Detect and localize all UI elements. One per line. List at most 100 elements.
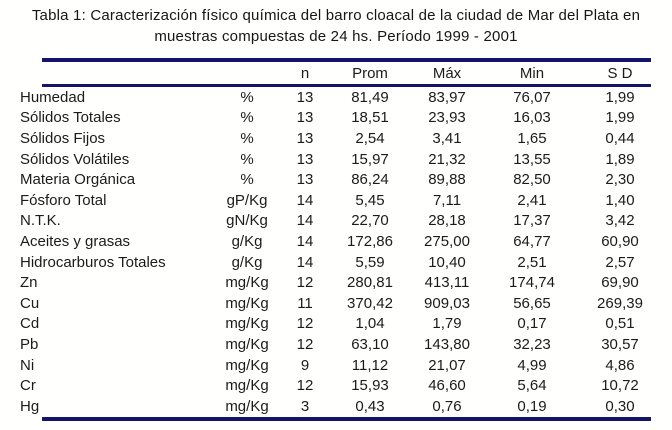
table-bottom-rule [42, 416, 651, 421]
row-unit: mg/Kg [225, 356, 269, 374]
data-table: n Prom Máx Min S D Humedad% 13 81,49 83,97 7… [19, 58, 651, 421]
row-n: 14 [296, 212, 314, 230]
table-body: Humedad% 13 81,49 83,97 76,07 1,99 Sólidos Tot… [19, 87, 651, 417]
row-parameter: Sólidos Volátiles [20, 150, 130, 168]
row-unit: gP/Kg [226, 191, 268, 209]
row-sd: 4,86 [605, 356, 635, 374]
row-unit: mg/Kg [225, 294, 269, 312]
row-min: 2,51 [517, 253, 547, 271]
row-parameter: Humedad [20, 88, 86, 106]
row-parameter: Cd [20, 315, 40, 333]
row-prom: 63,10 [351, 335, 389, 353]
row-unit: mg/Kg [225, 274, 269, 292]
table-row: Sólidos Volátiles% 13 15,97 21,32 13,55 1,89 [19, 149, 651, 170]
row-max: 23,93 [428, 109, 466, 127]
row-unit: % [240, 129, 254, 147]
row-parameter: Fósforo Total [20, 191, 107, 209]
row-n: 9 [300, 356, 310, 374]
table-row: Cu mg/Kg 11 370,42 909,03 56,65 269,39 [19, 293, 651, 314]
row-sd: 1,99 [605, 88, 635, 106]
row-max: 275,00 [424, 232, 470, 250]
table-row: Fósforo Total gP/Kg 14 5,45 7,11 2,41 1,40 [19, 190, 651, 211]
row-n: 12 [296, 335, 314, 353]
row-max: 7,11 [432, 191, 462, 209]
row-min: 1,65 [517, 129, 547, 147]
row-sd: 2,57 [605, 253, 635, 271]
table-row: Cr mg/Kg 12 15,93 46,60 5,64 10,72 [19, 375, 651, 396]
table-row: Humedad% 13 81,49 83,97 76,07 1,99 [19, 87, 651, 108]
row-sd: 0,51 [605, 315, 635, 333]
row-unit: mg/Kg [225, 377, 269, 395]
row-min: 17,37 [513, 212, 551, 230]
row-min: 0,19 [517, 397, 547, 415]
row-min: 32,23 [513, 335, 551, 353]
row-sd: 69,90 [601, 274, 639, 292]
row-parameter: Aceites y grasas [20, 232, 131, 250]
header-max: Máx [432, 64, 462, 82]
row-n: 14 [296, 232, 314, 250]
row-prom: 370,42 [347, 294, 393, 312]
row-n: 13 [296, 129, 314, 147]
table-caption: Tabla 1: Caracterización físico química … [0, 5, 672, 47]
row-min: 56,65 [513, 294, 551, 312]
row-n: 14 [296, 253, 314, 271]
row-n: 14 [296, 191, 314, 209]
row-max: 21,07 [428, 356, 466, 374]
row-min: 5,64 [517, 377, 547, 395]
row-n: 12 [296, 315, 314, 333]
row-n: 3 [300, 397, 310, 415]
row-min: 13,55 [513, 150, 551, 168]
header-sd: S D [607, 64, 633, 82]
row-max: 28,18 [428, 212, 466, 230]
row-n: 11 [297, 294, 313, 312]
row-n: 13 [296, 88, 314, 106]
table-row: N.T.K. gN/Kg 14 22,70 28,18 17,37 3,42 [19, 211, 651, 232]
row-max: 143,80 [424, 335, 470, 353]
row-max: 10,40 [428, 253, 466, 271]
row-sd: 60,90 [601, 232, 639, 250]
row-sd: 2,30 [605, 171, 635, 189]
row-prom: 18,51 [351, 109, 389, 127]
row-prom: 280,81 [347, 274, 393, 292]
row-unit: mg/Kg [225, 335, 269, 353]
row-prom: 172,86 [347, 232, 393, 250]
row-sd: 269,39 [597, 294, 643, 312]
row-n: 13 [296, 150, 314, 168]
row-prom: 11,12 [351, 356, 389, 374]
header-n: n [300, 64, 310, 82]
row-n: 13 [296, 109, 314, 127]
row-sd: 1,89 [605, 150, 635, 168]
row-prom: 22,70 [351, 212, 389, 230]
row-sd: 1,40 [605, 191, 635, 209]
row-parameter: Hidrocarburos Totales [20, 253, 166, 271]
row-min: 0,17 [517, 315, 547, 333]
row-unit: % [240, 150, 254, 168]
table-caption-line1: Tabla 1: Caracterización físico química … [31, 7, 641, 24]
header-prom: Prom [352, 64, 388, 82]
row-n: 12 [296, 377, 314, 395]
row-prom: 5,59 [355, 253, 385, 271]
row-parameter: Zn [20, 274, 38, 292]
row-unit: gN/Kg [226, 212, 268, 230]
row-prom: 81,49 [351, 88, 389, 106]
row-parameter: Sólidos Fijos [20, 129, 106, 147]
row-parameter: Pb [20, 335, 39, 353]
row-unit: mg/Kg [225, 315, 269, 333]
row-parameter: Hg [20, 397, 40, 415]
table-row: Ni mg/Kg 9 11,12 21,07 4,99 4,86 [19, 355, 651, 376]
row-max: 21,32 [428, 150, 466, 168]
row-prom: 15,97 [351, 150, 389, 168]
row-n: 12 [296, 274, 314, 292]
row-parameter: Cu [20, 294, 40, 312]
row-parameter: Cr [20, 377, 36, 395]
table-row: Hidrocarburos Totales g/Kg 14 5,59 10,40 2,51… [19, 252, 651, 273]
row-prom: 5,45 [355, 191, 385, 209]
row-unit: g/Kg [231, 232, 263, 250]
table-caption-line2: muestras compuestas de 24 hs. Período 19… [154, 28, 518, 45]
row-min: 76,07 [513, 88, 551, 106]
table-row: Hg mg/Kg 3 0,43 0,76 0,19 0,30 [19, 396, 651, 417]
table-row: Cd mg/Kg 12 1,04 1,79 0,17 0,51 [19, 314, 651, 335]
row-unit: % [240, 109, 254, 127]
row-unit: mg/Kg [225, 397, 269, 415]
table-header-row: n Prom Máx Min S D [19, 62, 651, 84]
